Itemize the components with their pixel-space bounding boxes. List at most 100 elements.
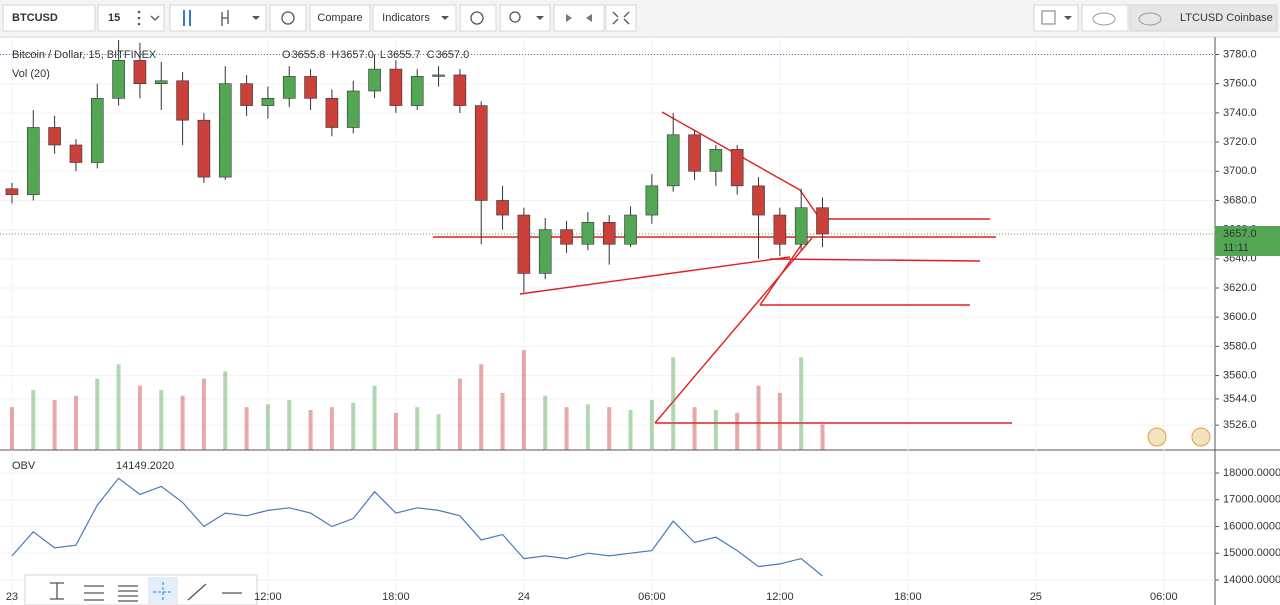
indicators-box[interactable] [372, 4, 457, 32]
alert-box[interactable] [459, 4, 497, 32]
volume-bar [159, 390, 164, 450]
candle-body [176, 80, 189, 121]
dropdown-arrow [441, 16, 449, 20]
layout-box[interactable] [1033, 4, 1079, 32]
candle-body [730, 149, 744, 187]
obv-tick-label: 17000.0000 [1223, 494, 1280, 506]
watch-box[interactable] [1129, 4, 1278, 32]
watch-symbol[interactable]: LTCUSD Coinbase [1180, 12, 1273, 24]
fullscreen-box[interactable] [605, 4, 637, 32]
time-tick-label: 25 [1030, 591, 1042, 603]
candle-body [346, 90, 360, 128]
compare-box[interactable] [309, 4, 371, 32]
compare-button[interactable]: Compare [317, 12, 362, 24]
volume-bar [52, 400, 57, 450]
menu-dot [137, 10, 141, 14]
candle-body [325, 97, 339, 128]
drawing-toolbar [24, 574, 258, 605]
price-tick-label: 3560.0 [1223, 369, 1257, 381]
price-tick-label: 3720.0 [1223, 136, 1257, 148]
price-tick-label: 3700.0 [1223, 165, 1257, 177]
ideas-box[interactable] [499, 4, 551, 32]
volume-bar [180, 395, 185, 450]
tool-icon[interactable] [84, 585, 104, 601]
volume-bar [628, 410, 633, 450]
volume-bar [735, 412, 740, 450]
obv-tick-label: 14000.0000 [1223, 574, 1280, 586]
candle-body [752, 185, 765, 216]
alert-icon[interactable] [470, 11, 484, 25]
volume-bar [73, 395, 78, 450]
symbol-box[interactable] [2, 4, 96, 32]
volume-label: Vol (20) [12, 68, 50, 80]
event-icon[interactable] [1147, 427, 1167, 447]
bulb-icon[interactable] [509, 11, 521, 23]
interval[interactable]: 15 [108, 12, 120, 24]
candle-body [5, 188, 19, 195]
volume-bar [564, 407, 569, 450]
undo-redo-box[interactable] [553, 4, 605, 32]
volume-bar [436, 414, 441, 450]
fullscreen-icon[interactable] [612, 11, 630, 25]
chart-style-box[interactable] [169, 4, 267, 32]
time-tick-label: 24 [518, 591, 530, 603]
volume-bar [607, 407, 612, 450]
tool-icon[interactable] [153, 582, 173, 602]
trend-line[interactable] [654, 237, 813, 424]
cloud-icon[interactable] [1138, 12, 1162, 26]
time-tick-label: 12:00 [766, 591, 794, 603]
candle-body [517, 214, 531, 274]
settings-icon[interactable] [281, 11, 295, 25]
volume-bar [713, 410, 718, 450]
obv-value: 14149.2020 [116, 460, 174, 472]
trend-line[interactable] [519, 256, 791, 295]
tool-icon[interactable] [50, 582, 64, 600]
candle-body [474, 105, 488, 201]
volume-bar [9, 407, 14, 450]
event-icon[interactable] [1191, 427, 1211, 447]
volume-bar [479, 364, 484, 450]
candle-body [389, 68, 403, 106]
last-price-tag [1215, 226, 1280, 257]
volume-bar [244, 407, 249, 450]
legend-ohlc: 3657.0 [436, 49, 470, 61]
volume-bar [265, 404, 270, 450]
candle-body [560, 229, 573, 245]
trend-line[interactable] [769, 258, 981, 262]
tool-icon[interactable] [187, 583, 207, 601]
layout-icon[interactable] [1041, 10, 1056, 25]
candles-icon[interactable] [183, 10, 191, 26]
candle-body [496, 200, 509, 216]
undo-redo-icons[interactable] [566, 14, 592, 22]
volume-bar [201, 378, 206, 450]
volume-bar [521, 350, 526, 450]
volume-bar [95, 378, 100, 450]
time-tick-label: 18:00 [894, 591, 922, 603]
cloud-load-box[interactable] [1081, 4, 1129, 32]
volume-bar [287, 400, 292, 450]
candle-body [645, 185, 659, 216]
symbol[interactable]: BTCUSD [12, 12, 58, 24]
volume-bar [649, 400, 654, 450]
candle-body [624, 214, 637, 245]
settings-box[interactable] [269, 4, 307, 32]
candle-body [453, 74, 467, 106]
cloud-icon[interactable] [1092, 12, 1116, 26]
indicators-button[interactable]: Indicators [382, 12, 430, 24]
time-tick-label: 23 [6, 591, 18, 603]
volume-bar [799, 357, 804, 450]
bars-icon[interactable] [221, 10, 229, 26]
candle-body [666, 134, 680, 187]
volume-bar [756, 385, 761, 450]
candle-body [282, 76, 296, 99]
obv-line [11, 477, 823, 577]
volume-bar [585, 404, 590, 450]
time-tick-label: 06:00 [1150, 591, 1178, 603]
candle-body [304, 76, 317, 99]
price-tick-label: 3620.0 [1223, 282, 1257, 294]
volume-bar [329, 407, 334, 450]
legend-ohlc: O [282, 49, 291, 61]
volume-bar [116, 364, 121, 450]
tool-icon[interactable] [118, 585, 138, 602]
last-price-label: 3657.0 [1223, 228, 1257, 240]
